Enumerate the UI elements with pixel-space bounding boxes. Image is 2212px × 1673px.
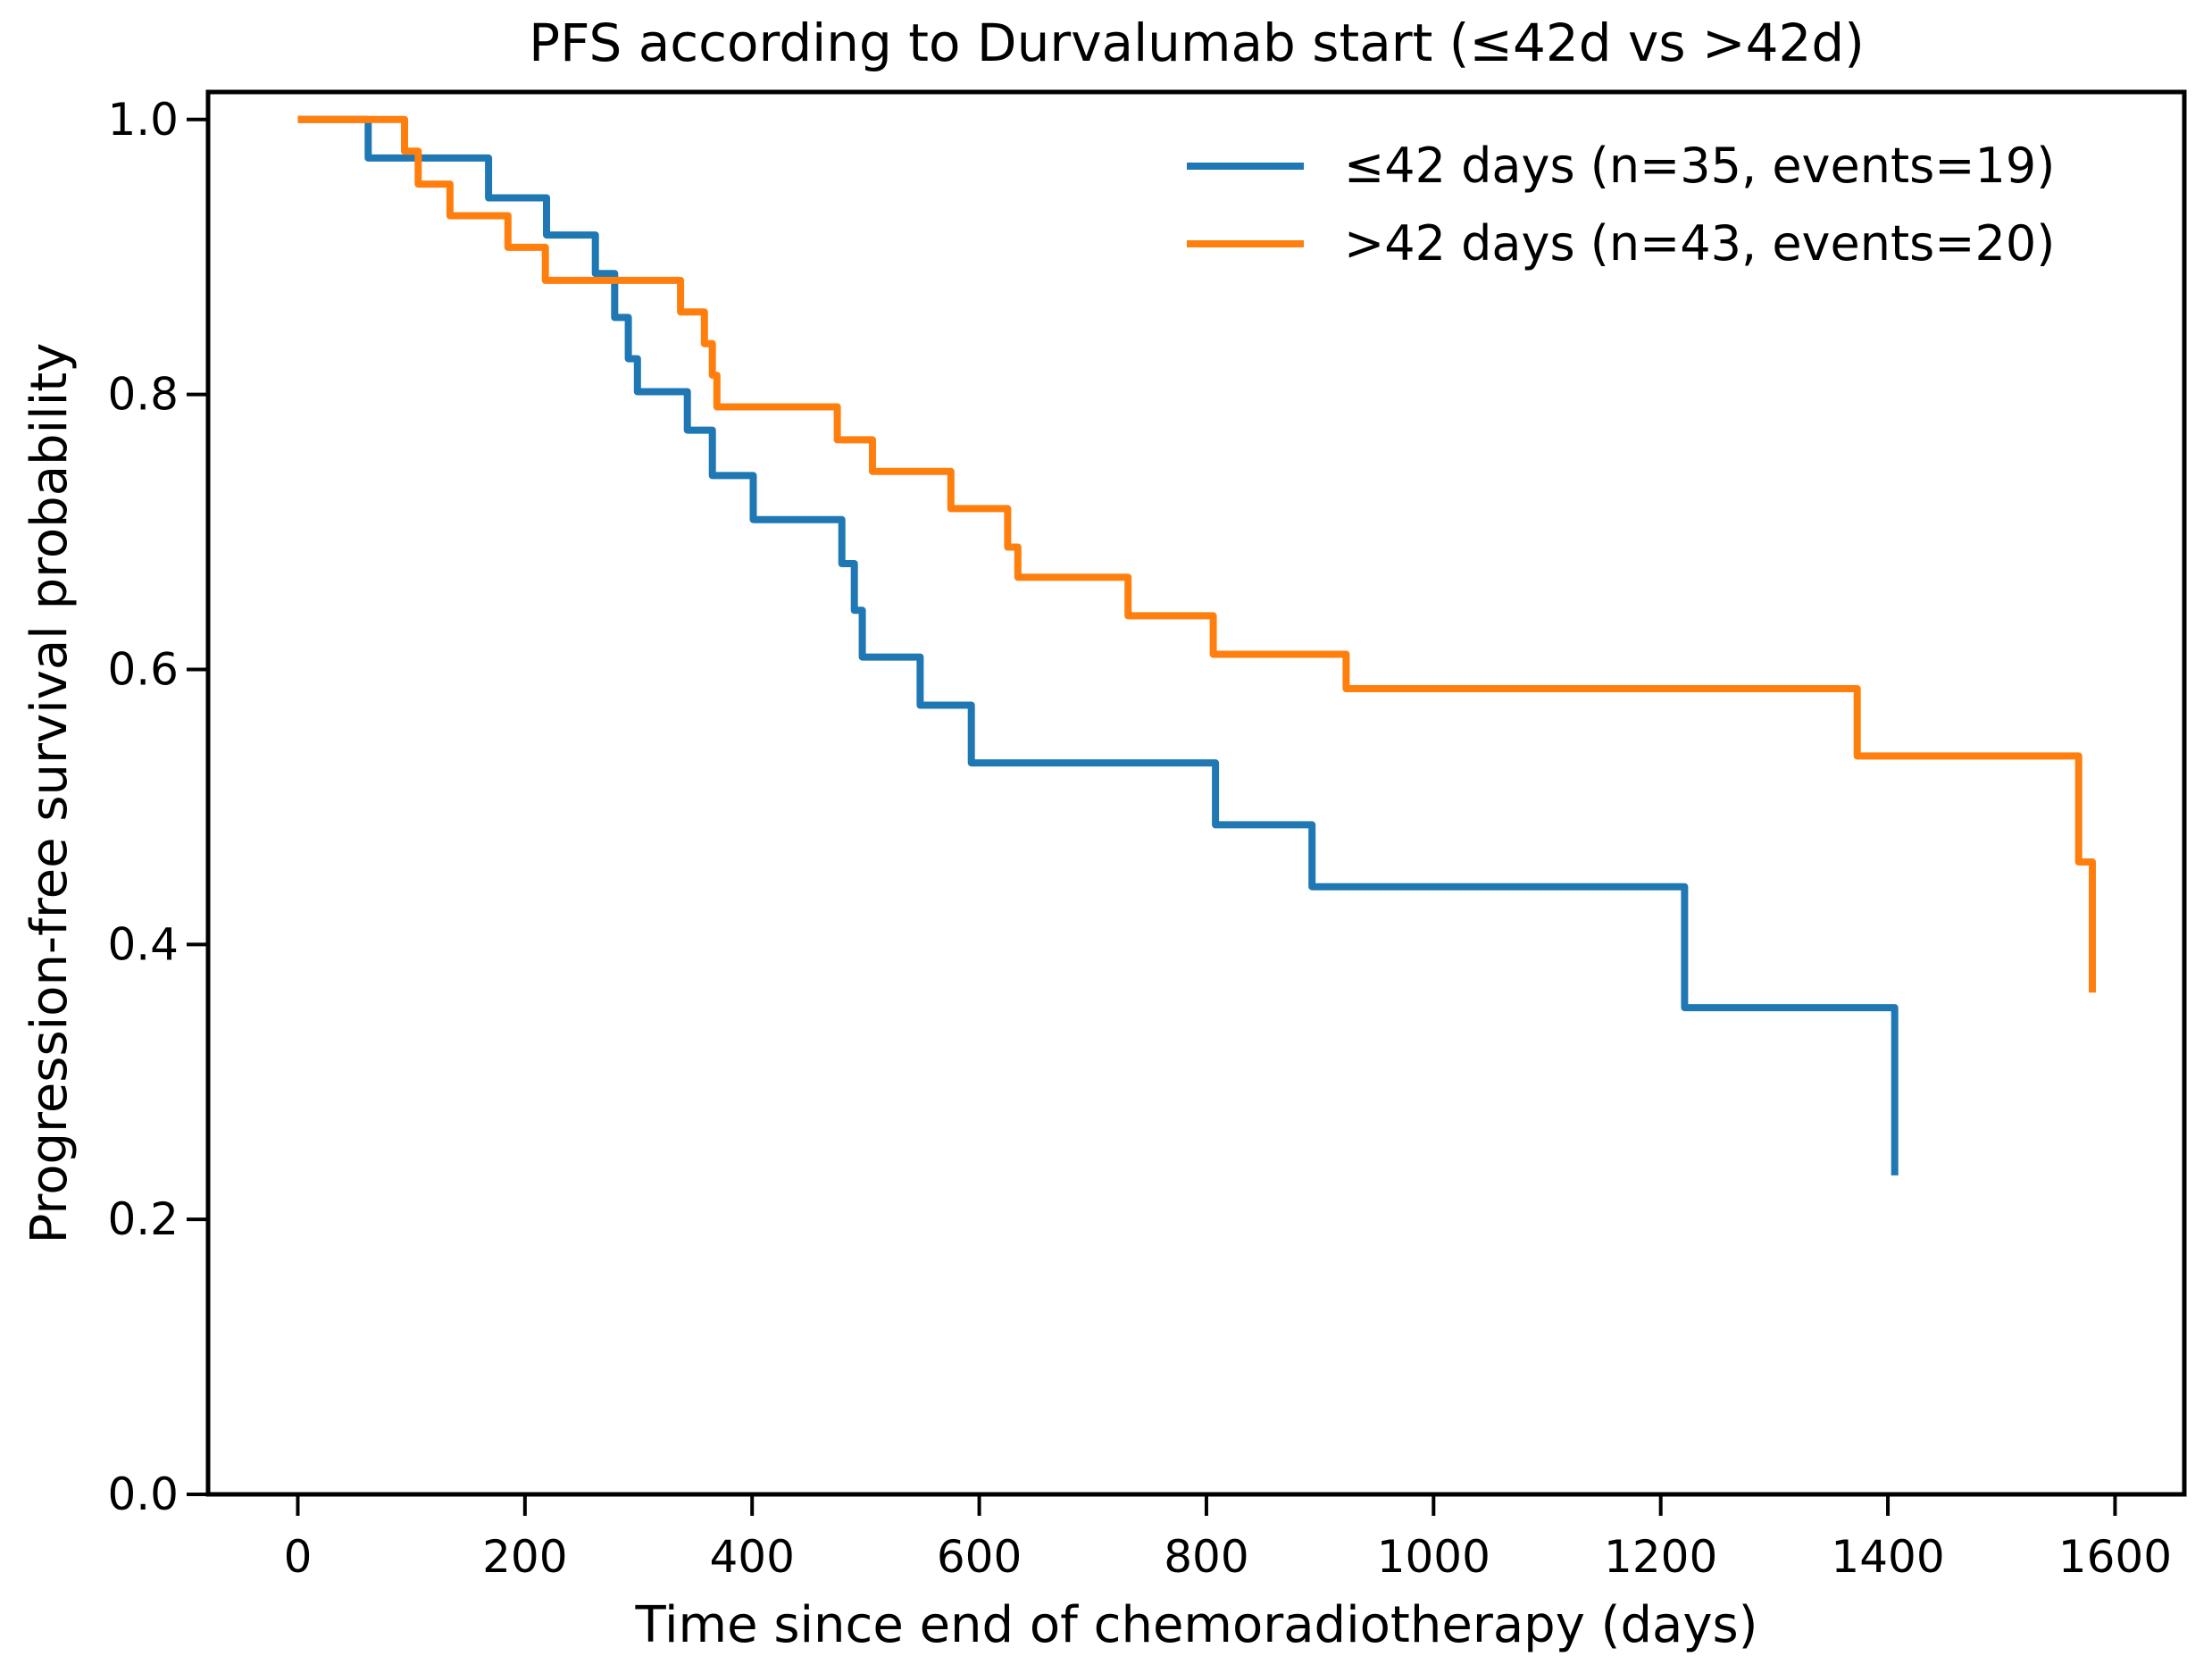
legend: ≤42 days (n=35, events=19) >42 days (n=43… [1187,138,2055,272]
plot-border [205,89,2187,1497]
x-tick-label: 800 [1164,1531,1248,1583]
x-axis-label: Time since end of chemoradiotherapy (day… [634,1596,1757,1654]
plot-area [208,92,2184,1494]
x-tick-label: 1000 [1377,1531,1490,1583]
x-tick-label: 400 [709,1531,794,1583]
x-tick-label: 1200 [1604,1531,1717,1583]
y-axis-label: Progression-free survival probability [21,343,79,1244]
series-group [297,115,2096,1175]
x-tick-label: 0 [284,1531,313,1583]
y-axis-ticks: 0.0 0.2 0.4 0.6 0.8 1.0 [107,94,206,1520]
x-tick-label: 200 [482,1531,567,1583]
y-tick-label: 0.6 [107,643,179,695]
x-tick-label: 1400 [1831,1531,1944,1583]
x-tick-label: 600 [937,1531,1022,1583]
chart-title: PFS according to Durvalumab start (≤42d … [529,13,1865,73]
km-curve-gt42 [297,115,2096,993]
y-tick-label: 0.4 [107,918,179,970]
y-tick-label: 0.2 [107,1193,179,1245]
x-axis-ticks: 0 200 400 600 800 1000 1200 1400 1600 [284,1496,2172,1583]
km-curve-le42 [297,115,1899,1175]
legend-label-le42: ≤42 days (n=35, events=19) [1344,138,2055,194]
y-tick-label: 0.0 [107,1468,179,1520]
legend-label-gt42: >42 days (n=43, events=20) [1344,215,2055,272]
axes-spines [205,89,2187,1497]
y-tick-label: 1.0 [107,94,179,146]
y-tick-label: 0.8 [107,369,179,421]
x-tick-label: 1600 [2058,1531,2172,1583]
